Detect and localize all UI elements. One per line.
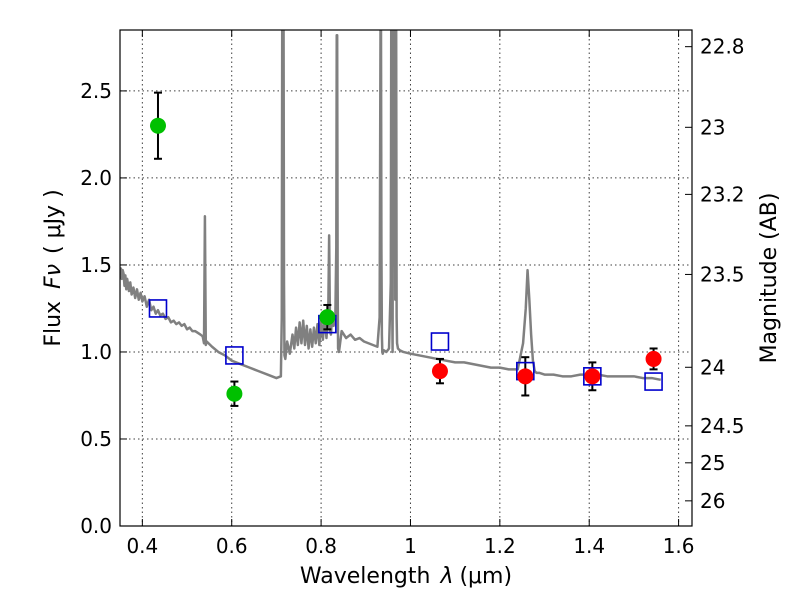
y-tick-label: 0.5: [80, 427, 112, 451]
x-tick-label: 0.6: [216, 534, 248, 558]
x-axis-label: Wavelength λ (μm): [300, 564, 512, 589]
right-axis-label: Magnitude (AB): [757, 193, 782, 364]
y-axis-label-text: Flux: [41, 301, 66, 347]
model-band-square: [583, 367, 602, 386]
model-band-square: [225, 346, 244, 365]
x-tick-label: 1: [404, 534, 417, 558]
y-axis-label-unit: ( μJy ): [41, 189, 66, 254]
y-tick-label: 2.5: [80, 79, 112, 103]
nir-data-point: [584, 368, 601, 385]
data-layer: [120, 30, 663, 407]
optical-data-point: [319, 309, 336, 326]
error-bars: [153, 91, 658, 407]
optical-data-point: [226, 385, 243, 402]
plot-frame: [119, 29, 693, 527]
right-tick-label: 23: [700, 115, 725, 139]
model-spectrum-line: [120, 30, 661, 382]
right-tick-label: 23.2: [700, 182, 745, 206]
x-tick-label: 1.6: [663, 534, 695, 558]
y-axis-label: Flux Fν ( μJy ): [41, 189, 66, 346]
x-tick-label: 0.8: [305, 534, 337, 558]
y-tick-label: 2.0: [80, 166, 112, 190]
optical-data-point: [149, 117, 166, 134]
model-band-square: [148, 299, 168, 318]
x-axis-label-text: Wavelength: [300, 564, 431, 589]
right-tick-label: 22.8: [700, 35, 745, 59]
right-tick-label: 25: [700, 451, 725, 475]
plot-area: [120, 30, 692, 526]
nir-data-point: [517, 368, 534, 385]
axis-ticks: 0.4 0.6 0.8 1 1.2 1.4 1.6 0.0 0.5 1.0 1.5 2.0 2.5 22.…: [80, 30, 745, 558]
y-tick-label: 0.0: [80, 514, 112, 538]
x-tick-label: 0.4: [126, 534, 158, 558]
right-tick-label: 23.5: [700, 262, 745, 286]
x-tick-label: 1.2: [484, 534, 516, 558]
right-tick-label: 24.5: [700, 414, 745, 438]
nir-data-point: [645, 350, 662, 367]
y-axis-label-symbol: Fν: [41, 264, 66, 289]
x-axis-label-unit: (μm): [459, 564, 512, 589]
y-tick-label: 1.0: [80, 340, 112, 364]
right-tick-label: 26: [700, 489, 725, 513]
model-band-squares: [148, 299, 663, 391]
right-tick-label: 24: [700, 355, 725, 379]
model-band-square: [430, 332, 450, 351]
model-band-square: [644, 372, 663, 391]
photometry-points: [149, 117, 662, 402]
nir-data-point: [431, 363, 448, 380]
x-axis-label-symbol: λ: [439, 564, 453, 589]
y-tick-label: 1.5: [80, 253, 112, 277]
x-tick-label: 1.4: [573, 534, 605, 558]
